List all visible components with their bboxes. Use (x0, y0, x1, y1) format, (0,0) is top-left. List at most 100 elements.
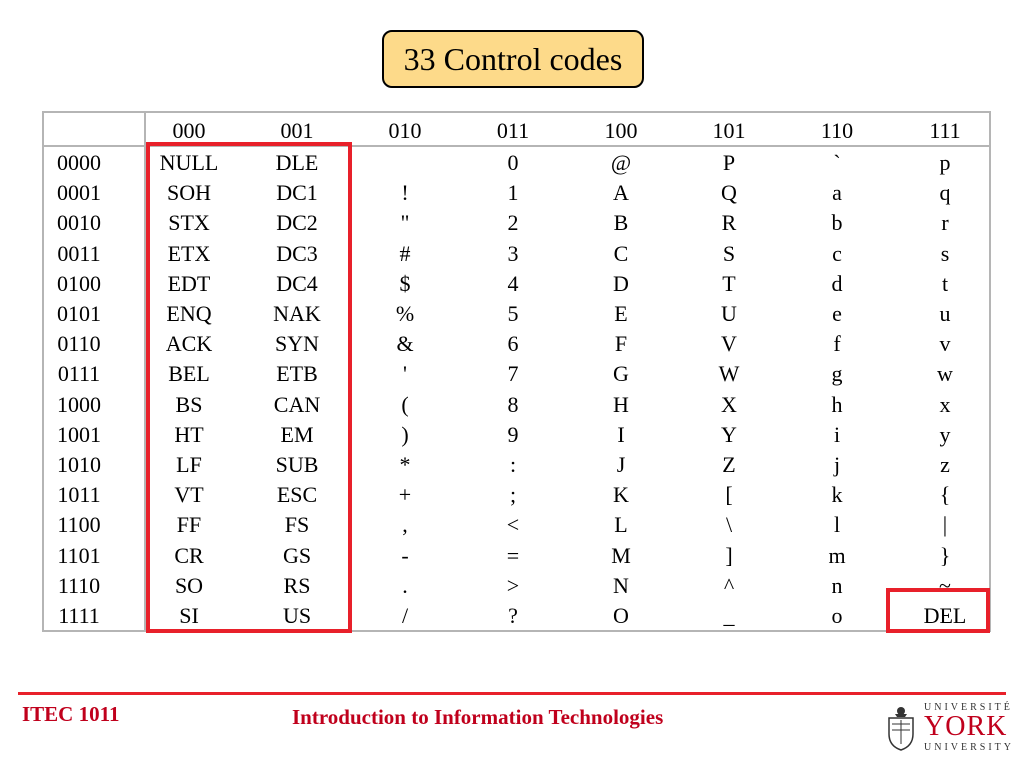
table-cell: p (939, 150, 951, 175)
table-cell: , (402, 512, 408, 538)
table-cell: P (722, 150, 736, 175)
table-cell: SO (174, 572, 204, 598)
column-header: 101 (712, 118, 746, 143)
row-label: 1001 (57, 421, 101, 447)
column-header: 111 (929, 118, 961, 143)
column-header: 001 (280, 118, 314, 143)
table-cell: @ (610, 150, 632, 175)
table-cell: g (831, 361, 843, 387)
course-title: Introduction to Information Technologies (292, 705, 664, 729)
table-cell: ? (508, 603, 518, 628)
del-highlight (886, 588, 990, 633)
table-cell: . (402, 572, 408, 598)
course-code: ITEC 1011 (22, 702, 120, 726)
column-header: 110 (820, 118, 854, 143)
table-cell: ENQ (166, 301, 212, 326)
row-label: 1101 (57, 542, 101, 568)
row-label: 1010 (57, 452, 101, 477)
table-cell: NULL (159, 150, 219, 175)
table-cell: U (721, 301, 737, 326)
row-label: 0011 (57, 240, 101, 266)
table-cell: i (833, 421, 841, 447)
row-label: 1011 (57, 482, 101, 508)
table-cell: 5 (507, 301, 519, 326)
table-cell: BEL (168, 361, 210, 387)
table-cell: ETB (276, 361, 318, 387)
table-cell: E (614, 301, 628, 326)
table-cell: DC3 (276, 240, 318, 266)
control-codes-highlight (146, 142, 352, 633)
table-cell: N (613, 572, 629, 598)
table-cell: z (940, 452, 950, 477)
table-cell: EDT (167, 270, 211, 296)
table-cell: Z (722, 452, 736, 477)
table-cell: y (939, 421, 951, 447)
table-cell: SOH (166, 180, 211, 206)
table-cell: M (611, 542, 631, 568)
table-cell: / (401, 603, 409, 628)
table-cell: [ (725, 482, 733, 508)
table-cell: GS (282, 542, 312, 568)
row-label: 1000 (57, 391, 101, 417)
table-cell: 2 (507, 210, 519, 236)
table-cell: T (722, 270, 736, 296)
column-header: 010 (388, 118, 422, 143)
table-cell: m (828, 542, 846, 568)
table-cell: I (617, 421, 625, 447)
table-cell: c (832, 240, 842, 266)
table-cell: FS (284, 512, 310, 538)
table-cell: V (721, 331, 737, 357)
ascii-table: 000 001 010 011 100 101 110 111 0000 NULL DLE 0 @ P ` p… (42, 111, 991, 632)
table-cell: $ (399, 270, 411, 296)
table-cell: F (614, 331, 628, 357)
table-cell: o (831, 603, 843, 628)
table-cell: 1 (507, 180, 519, 206)
table-cell: > (506, 572, 520, 598)
column-header: 000 (172, 118, 206, 143)
table-cell: LF (176, 452, 202, 477)
table-cell: % (395, 301, 415, 326)
table-cell: \ (725, 512, 733, 538)
table-cell: w (937, 361, 953, 387)
table-cell: 8 (507, 391, 519, 417)
table-cell: W (718, 361, 740, 387)
table-cell: { (939, 482, 951, 508)
row-label: 1110 (57, 572, 101, 598)
table-cell: CR (174, 542, 204, 568)
table-cell: H (613, 391, 629, 417)
table-cell: < (506, 512, 520, 538)
table-cell: J (616, 452, 626, 477)
logo-york: YORK (924, 711, 1008, 742)
table-cell: RS (283, 572, 311, 598)
table-cell: b (831, 210, 843, 236)
slide-title: 33 Control codes (382, 30, 644, 88)
table-cell: e (832, 301, 842, 326)
table-cell: - (401, 542, 409, 568)
table-cell: K (613, 482, 629, 508)
table-cell: L (614, 512, 628, 538)
table-cell: R (721, 210, 737, 236)
table-cell: B (613, 210, 629, 236)
row-label: 0100 (57, 270, 101, 296)
table-cell: v (939, 331, 951, 357)
table-cell: D (613, 270, 629, 296)
table-cell: ) (401, 421, 409, 447)
footer-rule (18, 692, 1006, 695)
table-cell: DC4 (276, 270, 318, 296)
table-cell: ACK (165, 331, 213, 357)
table-cell: = (506, 542, 520, 568)
table-cell: DC1 (276, 180, 318, 206)
table-cell: * (399, 452, 411, 477)
table-cell: DC2 (276, 210, 318, 236)
table-cell: s (940, 240, 950, 266)
table-cell: 0 (507, 150, 519, 175)
table-cell: CAN (273, 391, 321, 417)
table-cell: DEL (923, 603, 967, 628)
row-label: 0001 (57, 180, 101, 206)
table-cell: f (833, 331, 841, 357)
table-cell: q (939, 180, 951, 206)
row-label: 0111 (57, 361, 101, 387)
table-cell: 6 (507, 331, 519, 357)
table-cell: : (509, 452, 517, 477)
table-cell: 4 (507, 270, 519, 296)
